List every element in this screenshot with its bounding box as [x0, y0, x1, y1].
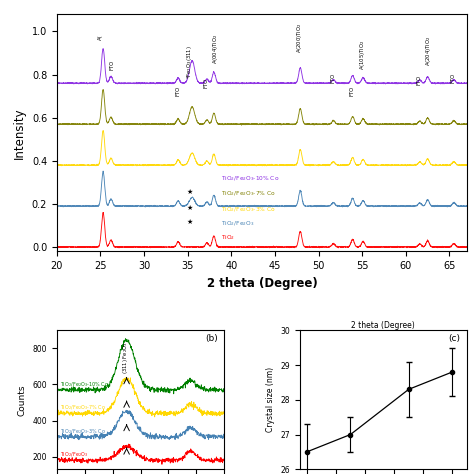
Title: 2 theta (Degree): 2 theta (Degree)	[351, 320, 415, 329]
Text: FTO: FTO	[451, 73, 456, 83]
Text: (311) Fe$_2$O$_3$: (311) Fe$_2$O$_3$	[121, 341, 130, 374]
Text: A(204)TiO$_2$: A(204)TiO$_2$	[424, 36, 433, 66]
Text: FTO: FTO	[203, 77, 208, 88]
Text: A(105)TiO$_2$: A(105)TiO$_2$	[358, 40, 367, 70]
Text: ★: ★	[186, 189, 192, 195]
Text: FTO: FTO	[417, 75, 421, 85]
Text: ★: ★	[186, 205, 192, 211]
Text: TiO$_2$/Fe$_2$O$_3$-10% Co: TiO$_2$/Fe$_2$O$_3$-10% Co	[60, 380, 109, 389]
Text: FTO: FTO	[350, 86, 355, 96]
Text: (c): (c)	[448, 335, 460, 344]
Y-axis label: Crystal size (nm): Crystal size (nm)	[265, 367, 274, 432]
Text: A(200)TiO$_2$: A(200)TiO$_2$	[295, 22, 304, 53]
Text: TiO$_2$: TiO$_2$	[221, 233, 235, 242]
Text: TiO$_2$/Fe$_2$O$_3$-3% Co: TiO$_2$/Fe$_2$O$_3$-3% Co	[221, 205, 275, 214]
Text: ★: ★	[186, 219, 192, 226]
Text: TiO$_2$/Fe$_2$O$_3$: TiO$_2$/Fe$_2$O$_3$	[60, 450, 88, 459]
Text: (b): (b)	[205, 335, 218, 344]
Text: TiO$_2$/Fe$_2$O$_3$-7% Co: TiO$_2$/Fe$_2$O$_3$-7% Co	[60, 403, 105, 412]
Text: A(: A(	[99, 34, 103, 40]
Text: A(004)TiO$_2$: A(004)TiO$_2$	[211, 33, 220, 64]
Text: TiO$_2$/Fe$_2$O$_3$-7% Co: TiO$_2$/Fe$_2$O$_3$-7% Co	[221, 190, 275, 199]
Text: FTO: FTO	[110, 60, 115, 70]
Text: FTO: FTO	[175, 86, 180, 96]
Text: TiO$_2$/Fe$_2$O$_3$: TiO$_2$/Fe$_2$O$_3$	[221, 219, 254, 228]
Text: FTO: FTO	[330, 73, 335, 83]
Text: TiO$_2$/Fe$_2$O$_3$-3% Co: TiO$_2$/Fe$_2$O$_3$-3% Co	[60, 427, 105, 436]
Text: *Fe$_2$O$_3$(311): *Fe$_2$O$_3$(311)	[185, 45, 194, 79]
Text: TiO$_2$/Fe$_2$O$_3$-10% Co: TiO$_2$/Fe$_2$O$_3$-10% Co	[221, 174, 279, 183]
Y-axis label: Counts: Counts	[18, 384, 27, 416]
X-axis label: 2 theta (Degree): 2 theta (Degree)	[207, 277, 317, 290]
Y-axis label: Intensity: Intensity	[13, 107, 26, 159]
